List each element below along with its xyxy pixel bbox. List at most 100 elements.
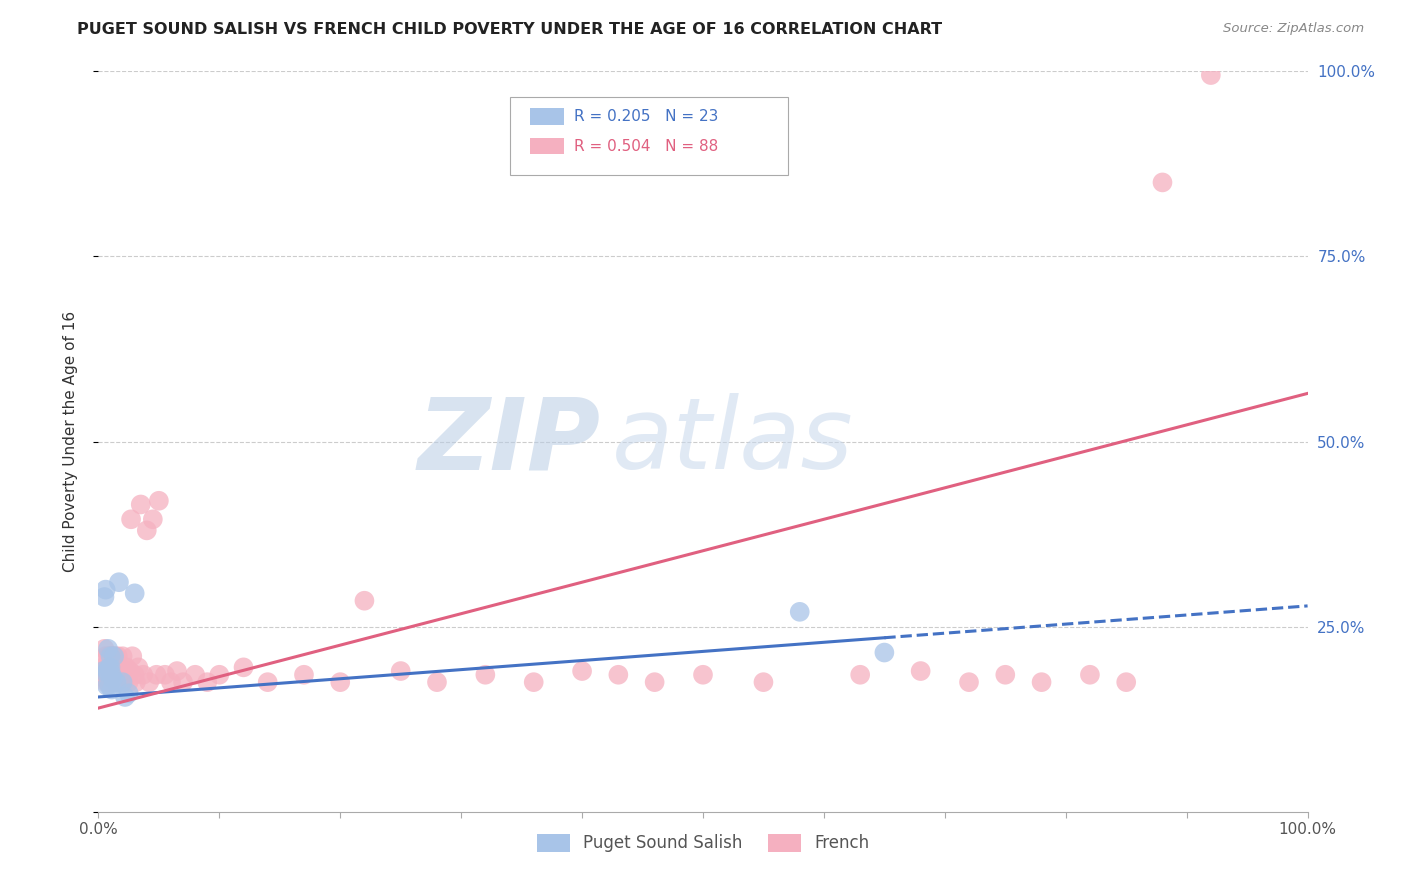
Point bbox=[100, 649, 122, 664]
Point bbox=[107, 649, 129, 664]
Point bbox=[94, 649, 117, 664]
Point bbox=[474, 667, 496, 681]
Point bbox=[105, 675, 128, 690]
Point bbox=[292, 667, 315, 681]
Point bbox=[100, 660, 122, 674]
Point bbox=[426, 675, 449, 690]
FancyBboxPatch shape bbox=[509, 97, 787, 175]
Bar bbox=[530, 138, 564, 154]
Point bbox=[172, 675, 194, 690]
Point bbox=[117, 667, 139, 681]
Point bbox=[184, 667, 207, 681]
Point bbox=[112, 675, 135, 690]
Point bbox=[121, 649, 143, 664]
Point bbox=[100, 675, 122, 690]
Point bbox=[97, 664, 120, 678]
Point bbox=[232, 660, 254, 674]
Point bbox=[108, 664, 131, 678]
Text: R = 0.205   N = 23: R = 0.205 N = 23 bbox=[574, 109, 718, 124]
Point bbox=[208, 667, 231, 681]
Point bbox=[98, 667, 121, 681]
Point bbox=[105, 660, 128, 674]
Point bbox=[100, 667, 122, 681]
Point bbox=[93, 590, 115, 604]
Point bbox=[94, 675, 117, 690]
Text: ZIP: ZIP bbox=[418, 393, 600, 490]
Point bbox=[103, 675, 125, 690]
Point bbox=[105, 664, 128, 678]
Point bbox=[97, 675, 120, 690]
Point bbox=[166, 664, 188, 678]
Point bbox=[135, 524, 157, 538]
Point bbox=[607, 667, 630, 681]
Point bbox=[160, 675, 183, 690]
Bar bbox=[530, 109, 564, 125]
Point bbox=[110, 664, 132, 678]
Point bbox=[138, 675, 160, 690]
Point bbox=[353, 593, 375, 607]
Point bbox=[98, 679, 121, 693]
Point bbox=[692, 667, 714, 681]
Point bbox=[100, 682, 122, 697]
Text: R = 0.504   N = 88: R = 0.504 N = 88 bbox=[574, 138, 718, 153]
Point bbox=[789, 605, 811, 619]
Point bbox=[910, 664, 932, 678]
Point bbox=[129, 498, 152, 512]
Point bbox=[118, 686, 141, 700]
Point bbox=[96, 657, 118, 671]
Point bbox=[1031, 675, 1053, 690]
Point bbox=[127, 660, 149, 674]
Point bbox=[1078, 667, 1101, 681]
Text: PUGET SOUND SALISH VS FRENCH CHILD POVERTY UNDER THE AGE OF 16 CORRELATION CHART: PUGET SOUND SALISH VS FRENCH CHILD POVER… bbox=[77, 22, 942, 37]
Point bbox=[114, 690, 136, 704]
Point bbox=[101, 649, 124, 664]
Point bbox=[101, 664, 124, 678]
Point bbox=[132, 667, 155, 681]
Point bbox=[111, 649, 134, 664]
Point bbox=[93, 641, 115, 656]
Point bbox=[91, 664, 114, 678]
Point bbox=[103, 664, 125, 678]
Point bbox=[120, 512, 142, 526]
Point bbox=[96, 664, 118, 678]
Point bbox=[96, 679, 118, 693]
Point bbox=[108, 660, 131, 674]
Point bbox=[114, 664, 136, 678]
Point bbox=[873, 646, 896, 660]
Point bbox=[124, 667, 146, 681]
Point bbox=[118, 675, 141, 690]
Point bbox=[98, 649, 121, 664]
Point bbox=[108, 667, 131, 681]
Point bbox=[111, 675, 134, 690]
Y-axis label: Child Poverty Under the Age of 16: Child Poverty Under the Age of 16 bbox=[63, 311, 77, 572]
Point bbox=[111, 667, 134, 681]
Legend: Puget Sound Salish, French: Puget Sound Salish, French bbox=[530, 827, 876, 859]
Point bbox=[849, 667, 872, 681]
Point bbox=[125, 675, 148, 690]
Point bbox=[91, 664, 114, 678]
Point bbox=[93, 672, 115, 686]
Point bbox=[98, 660, 121, 674]
Point bbox=[644, 675, 666, 690]
Point bbox=[101, 672, 124, 686]
Point bbox=[98, 660, 121, 674]
Point bbox=[957, 675, 980, 690]
Point bbox=[108, 675, 131, 690]
Point bbox=[145, 667, 167, 681]
Text: Source: ZipAtlas.com: Source: ZipAtlas.com bbox=[1223, 22, 1364, 36]
Point bbox=[752, 675, 775, 690]
Point bbox=[148, 493, 170, 508]
Point bbox=[94, 582, 117, 597]
Point bbox=[100, 660, 122, 674]
Point bbox=[96, 664, 118, 678]
Point bbox=[96, 667, 118, 681]
Point bbox=[100, 667, 122, 681]
Point bbox=[100, 664, 122, 678]
Point bbox=[124, 586, 146, 600]
Point bbox=[195, 675, 218, 690]
Point bbox=[118, 664, 141, 678]
Point bbox=[1115, 675, 1137, 690]
Point bbox=[104, 649, 127, 664]
Point bbox=[1152, 175, 1174, 190]
Point bbox=[104, 667, 127, 681]
